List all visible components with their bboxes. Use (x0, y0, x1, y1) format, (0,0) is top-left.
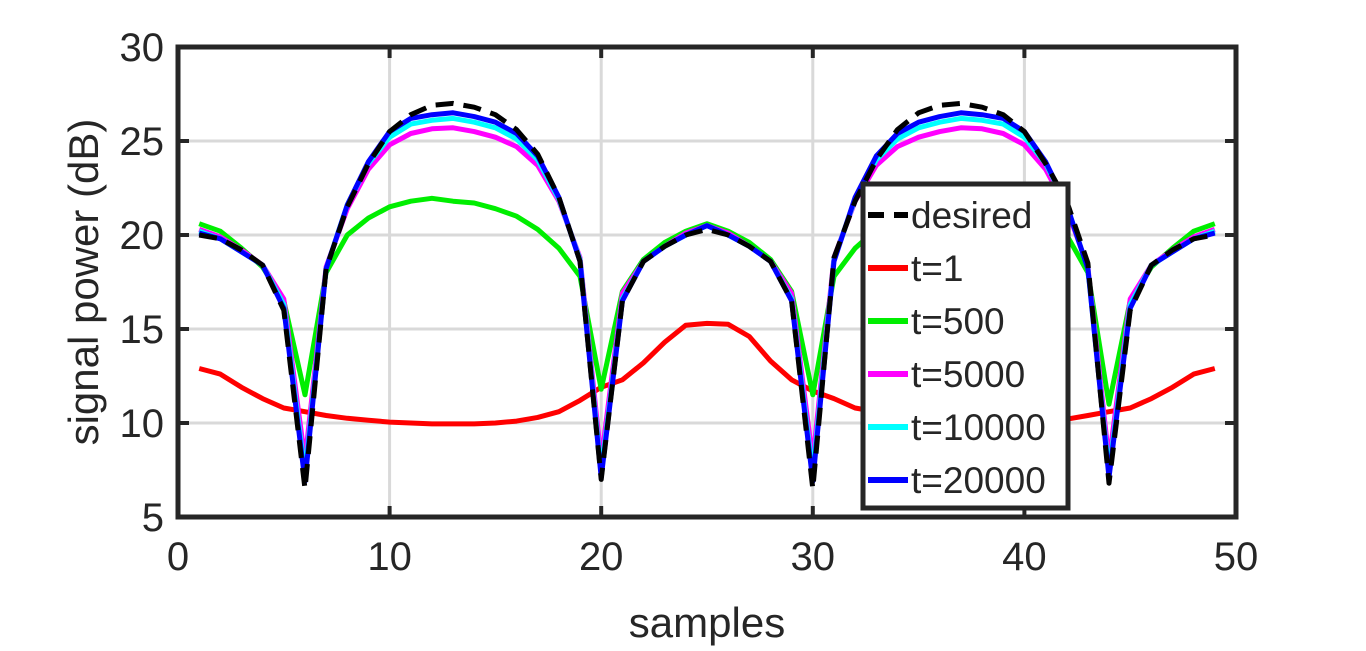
axes-frame (175, 44, 1239, 520)
y-tick-label: 30 (120, 26, 165, 70)
series-line-desired (198, 100, 1216, 492)
x-tick-label: 40 (1002, 535, 1047, 579)
legend-label-t-500: t=500 (911, 301, 1005, 342)
x-tick-label: 10 (367, 535, 412, 579)
legend-label-t-20000: t=20000 (911, 460, 1046, 501)
tick-marks (176, 45, 1238, 519)
legend-label-t-10000: t=10000 (911, 407, 1046, 448)
y-tick-label: 25 (120, 120, 165, 164)
x-axis-label: samples (629, 599, 785, 646)
y-tick-label: 20 (120, 214, 165, 258)
y-axis-label: signal power (dB) (60, 119, 107, 446)
plot-area (178, 47, 1236, 517)
legend-box (860, 181, 1071, 511)
y-tick-label: 15 (120, 308, 165, 352)
legend: desired t=1 t=500 t=5000 t=10000 t=20000 (860, 181, 1071, 511)
legend-label-t-1: t=1 (911, 248, 963, 289)
tick-labels: 0 10 20 30 40 50 5 10 15 20 25 30 (120, 26, 1259, 579)
legend-label-desired: desired (911, 195, 1032, 236)
x-tick-label: 0 (167, 535, 189, 579)
legend-label-t-5000: t=5000 (911, 354, 1025, 395)
x-tick-label: 50 (1214, 535, 1259, 579)
x-tick-label: 20 (579, 535, 624, 579)
y-tick-label: 5 (142, 496, 164, 540)
y-tick-label: 10 (120, 402, 165, 446)
x-tick-label: 30 (791, 535, 836, 579)
